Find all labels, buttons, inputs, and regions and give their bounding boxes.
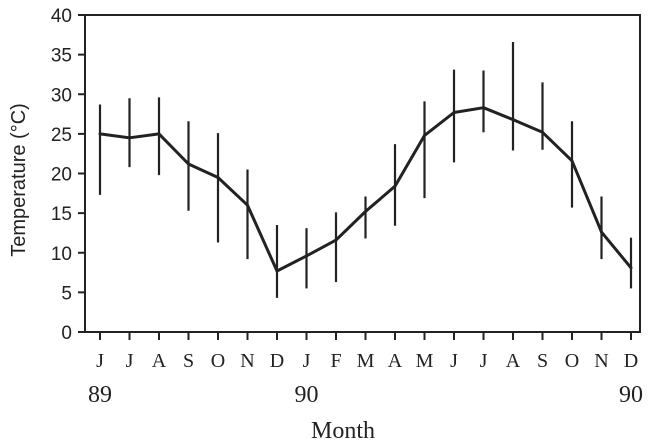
- x-axis: J J A S O N D J F M A M J J A S O N D89 90 90: [88, 332, 643, 408]
- data-point: [157, 132, 161, 136]
- data-point: [600, 230, 603, 234]
- y-axis-title: Temperature (°C): [8, 103, 30, 257]
- x-tick-label: D: [624, 350, 638, 372]
- x-tick-label: J: [450, 350, 458, 372]
- data-point: [423, 133, 426, 137]
- y-tick-label: 10: [51, 244, 72, 265]
- y-tick-label: 5: [61, 283, 72, 304]
- y-tick-label: 15: [51, 204, 72, 225]
- data-point: [305, 254, 308, 258]
- y-axis: 0 5 10 15 20 25 30 35 40: [51, 6, 641, 344]
- x-tick-label: J: [303, 350, 311, 372]
- x-tick-label: O: [211, 350, 225, 372]
- data-point: [98, 132, 102, 136]
- year-label: 90: [295, 382, 319, 408]
- x-tick-label: A: [506, 350, 521, 372]
- data-point: [275, 269, 279, 273]
- x-tick-label: J: [126, 350, 134, 372]
- data-point: [334, 238, 338, 242]
- y-tick-label: 30: [51, 85, 72, 106]
- x-tick-label: M: [416, 350, 434, 372]
- x-tick-label: S: [183, 350, 194, 372]
- y-tick-label: 25: [51, 125, 72, 146]
- data-point: [570, 159, 574, 163]
- data-point: [482, 106, 485, 110]
- data-point: [128, 136, 131, 140]
- x-tick-label: N: [240, 350, 254, 372]
- x-tick-label: O: [565, 350, 579, 372]
- x-tick-label: J: [96, 350, 104, 372]
- axis-titles: Temperature (°C) Month: [8, 103, 375, 443]
- data-point: [629, 266, 633, 270]
- x-tick-label: S: [537, 350, 548, 372]
- data-point: [364, 210, 367, 214]
- y-tick-label: 35: [51, 46, 72, 67]
- data-point: [216, 175, 220, 179]
- data-point: [393, 184, 397, 188]
- series-line: [99, 106, 633, 273]
- series: [98, 106, 633, 273]
- y-tick-label: 0: [61, 323, 72, 344]
- x-tick-label: D: [270, 350, 284, 372]
- x-axis-title: Month: [311, 418, 375, 443]
- data-point: [511, 118, 515, 122]
- x-tick-label: N: [594, 350, 608, 372]
- year-label: 89: [88, 382, 112, 408]
- x-tick-label: F: [330, 350, 341, 372]
- y-tick-label: 40: [51, 6, 72, 27]
- data-point: [452, 110, 456, 114]
- data-point: [246, 203, 249, 207]
- error-bars: [98, 41, 633, 298]
- x-tick-label: A: [388, 350, 403, 372]
- data-point: [187, 162, 190, 166]
- y-tick-label: 20: [51, 165, 72, 186]
- plot-frame: [84, 14, 641, 333]
- data-point: [541, 130, 544, 134]
- x-tick-label: M: [357, 350, 375, 372]
- x-tick-label: J: [480, 350, 488, 372]
- year-label: 90: [619, 382, 643, 408]
- x-tick-label: A: [152, 350, 167, 372]
